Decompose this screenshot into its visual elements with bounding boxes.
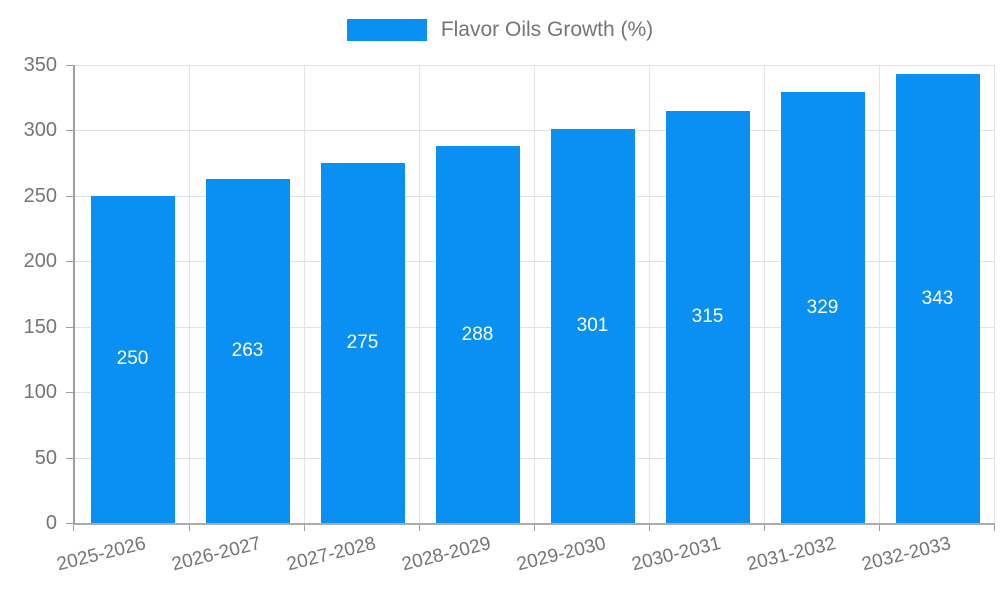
bar-2025-2026: 250 <box>90 195 175 523</box>
gridline-h <box>75 65 995 66</box>
gridline-v <box>419 65 420 523</box>
y-tick <box>66 523 73 524</box>
bar-2026-2027: 263 <box>205 178 290 523</box>
y-tick-label: 300 <box>23 119 57 142</box>
x-tick <box>189 525 190 531</box>
x-tick-label: 2030-2031 <box>629 533 723 576</box>
bar-value-label: 275 <box>346 332 379 354</box>
plot-area: 250 263 275 288 301 315 329 343 <box>66 65 995 531</box>
bar-value-label: 343 <box>921 287 954 309</box>
x-tick-label: 2028-2029 <box>399 533 493 576</box>
bar-value-label: 329 <box>806 296 839 318</box>
y-tick <box>66 130 73 132</box>
x-tick <box>304 525 305 531</box>
bar-2030-2031: 315 <box>665 110 750 523</box>
bar-value-label: 301 <box>576 315 609 337</box>
y-tick <box>66 65 73 66</box>
x-tick-label: 2032-2033 <box>859 533 953 576</box>
gridline-v <box>879 65 880 523</box>
legend-label: Flavor Oils Growth (%) <box>440 18 654 41</box>
y-tick <box>66 261 73 263</box>
x-tick <box>764 525 765 531</box>
legend: Flavor Oils Growth (%) <box>0 18 1000 42</box>
gridline-h <box>75 195 995 197</box>
x-tick-label: 2031-2032 <box>744 533 838 576</box>
gridline-h <box>75 326 995 328</box>
gridline-v <box>764 65 765 523</box>
gridline-v <box>189 65 190 523</box>
y-tick-label: 150 <box>23 315 57 338</box>
x-tick <box>879 525 880 531</box>
y-tick <box>66 195 73 197</box>
x-tick-label: 2025-2026 <box>54 533 148 576</box>
y-tick-label: 0 <box>45 512 57 534</box>
gridline-h <box>75 130 995 132</box>
y-tick-label: 50 <box>34 446 57 469</box>
gridline-v <box>649 65 650 523</box>
gridline-h <box>75 392 995 394</box>
y-tick-label: 250 <box>23 184 57 207</box>
gridline-h <box>75 457 995 459</box>
y-tick-label: 350 <box>23 54 57 76</box>
y-tick <box>66 457 73 459</box>
bar-value-label: 250 <box>116 348 149 370</box>
x-tick-label: 2026-2027 <box>169 533 263 576</box>
x-tick-label: 2029-2030 <box>514 533 608 576</box>
y-tick <box>66 326 73 328</box>
legend-item[interactable]: Flavor Oils Growth (%) <box>346 18 654 42</box>
gridline-v <box>994 65 995 523</box>
bar-2031-2032: 329 <box>780 92 865 523</box>
bar-2032-2033: 343 <box>895 74 980 523</box>
bar-2028-2029: 288 <box>435 146 520 523</box>
y-tick <box>66 392 73 394</box>
legend-swatch <box>346 19 427 41</box>
x-tick-label: 2027-2028 <box>284 533 378 576</box>
bar-value-label: 288 <box>461 323 494 345</box>
gridline-v <box>304 65 305 523</box>
x-tick <box>994 525 995 531</box>
x-tick <box>419 525 420 531</box>
gridline-h <box>75 261 995 263</box>
gridline-v <box>534 65 535 523</box>
bar-value-label: 263 <box>231 339 264 361</box>
bar-value-label: 315 <box>691 305 724 327</box>
y-tick-label: 200 <box>23 250 57 273</box>
x-tick <box>73 525 74 531</box>
y-tick-label: 100 <box>23 381 57 404</box>
x-tick <box>534 525 535 531</box>
bar-2027-2028: 275 <box>320 163 405 523</box>
x-tick <box>649 525 650 531</box>
bar-2029-2030: 301 <box>550 129 635 523</box>
